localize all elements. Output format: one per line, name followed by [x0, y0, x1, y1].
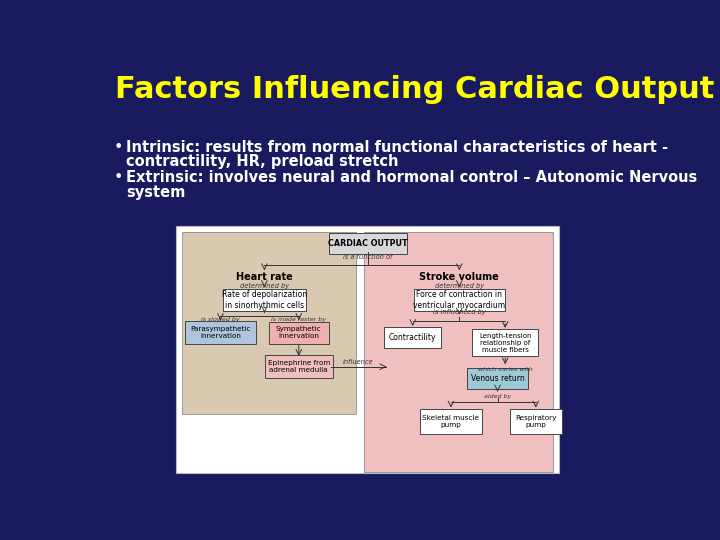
- Text: Heart rate: Heart rate: [236, 272, 293, 282]
- Text: Rate of depolarization
in sinorhythmic cells: Rate of depolarization in sinorhythmic c…: [222, 290, 307, 309]
- Text: system: system: [126, 185, 186, 200]
- Text: Factors Influencing Cardiac Output: Factors Influencing Cardiac Output: [115, 75, 714, 104]
- Text: Venous return: Venous return: [471, 374, 524, 383]
- FancyBboxPatch shape: [384, 327, 441, 348]
- Text: Skeletal muscle
pump: Skeletal muscle pump: [423, 415, 480, 428]
- Text: influence: influence: [343, 359, 374, 364]
- FancyBboxPatch shape: [420, 409, 482, 434]
- Text: Sympathetic
innervation: Sympathetic innervation: [276, 326, 322, 339]
- Text: •: •: [114, 170, 123, 185]
- Text: is influenced by: is influenced by: [433, 309, 486, 315]
- Text: is slowed by: is slowed by: [201, 317, 240, 322]
- Text: Respiratory
pump: Respiratory pump: [515, 415, 557, 428]
- Text: is made faster by: is made faster by: [271, 317, 326, 322]
- FancyBboxPatch shape: [328, 233, 407, 254]
- FancyBboxPatch shape: [176, 226, 559, 473]
- Text: Stroke volume: Stroke volume: [420, 272, 499, 282]
- Text: Contractility: Contractility: [389, 333, 436, 342]
- Text: Intrinsic: results from normal functional characteristics of heart -: Intrinsic: results from normal functiona…: [126, 140, 668, 154]
- FancyBboxPatch shape: [182, 232, 356, 414]
- Text: contractility, HR, preload stretch: contractility, HR, preload stretch: [126, 154, 399, 169]
- Text: Extrinsic: involves neural and hormonal control – Autonomic Nervous: Extrinsic: involves neural and hormonal …: [126, 170, 698, 185]
- Text: CARDIAC OUTPUT: CARDIAC OUTPUT: [328, 239, 408, 247]
- Text: Epinephrine from
adrenal medulla: Epinephrine from adrenal medulla: [268, 360, 330, 373]
- FancyBboxPatch shape: [472, 329, 538, 356]
- Text: which varies with: which varies with: [478, 367, 533, 372]
- Text: is a function of: is a function of: [343, 254, 392, 260]
- FancyBboxPatch shape: [269, 322, 329, 344]
- Text: determined by: determined by: [240, 282, 289, 289]
- FancyBboxPatch shape: [185, 321, 256, 344]
- Text: aided by: aided by: [484, 394, 511, 399]
- FancyBboxPatch shape: [222, 289, 306, 311]
- FancyBboxPatch shape: [510, 409, 562, 434]
- Text: Force of contraction in
ventricular myocardium: Force of contraction in ventricular myoc…: [413, 290, 505, 309]
- Text: Length-tension
relationship of
muscle fibers: Length-tension relationship of muscle fi…: [479, 333, 531, 353]
- Text: Parasympathetic
innervation: Parasympathetic innervation: [190, 326, 251, 339]
- Text: determined by: determined by: [435, 282, 484, 289]
- FancyBboxPatch shape: [414, 288, 505, 312]
- FancyBboxPatch shape: [364, 232, 554, 472]
- FancyBboxPatch shape: [467, 368, 528, 389]
- FancyBboxPatch shape: [265, 355, 333, 378]
- Text: •: •: [114, 140, 123, 154]
